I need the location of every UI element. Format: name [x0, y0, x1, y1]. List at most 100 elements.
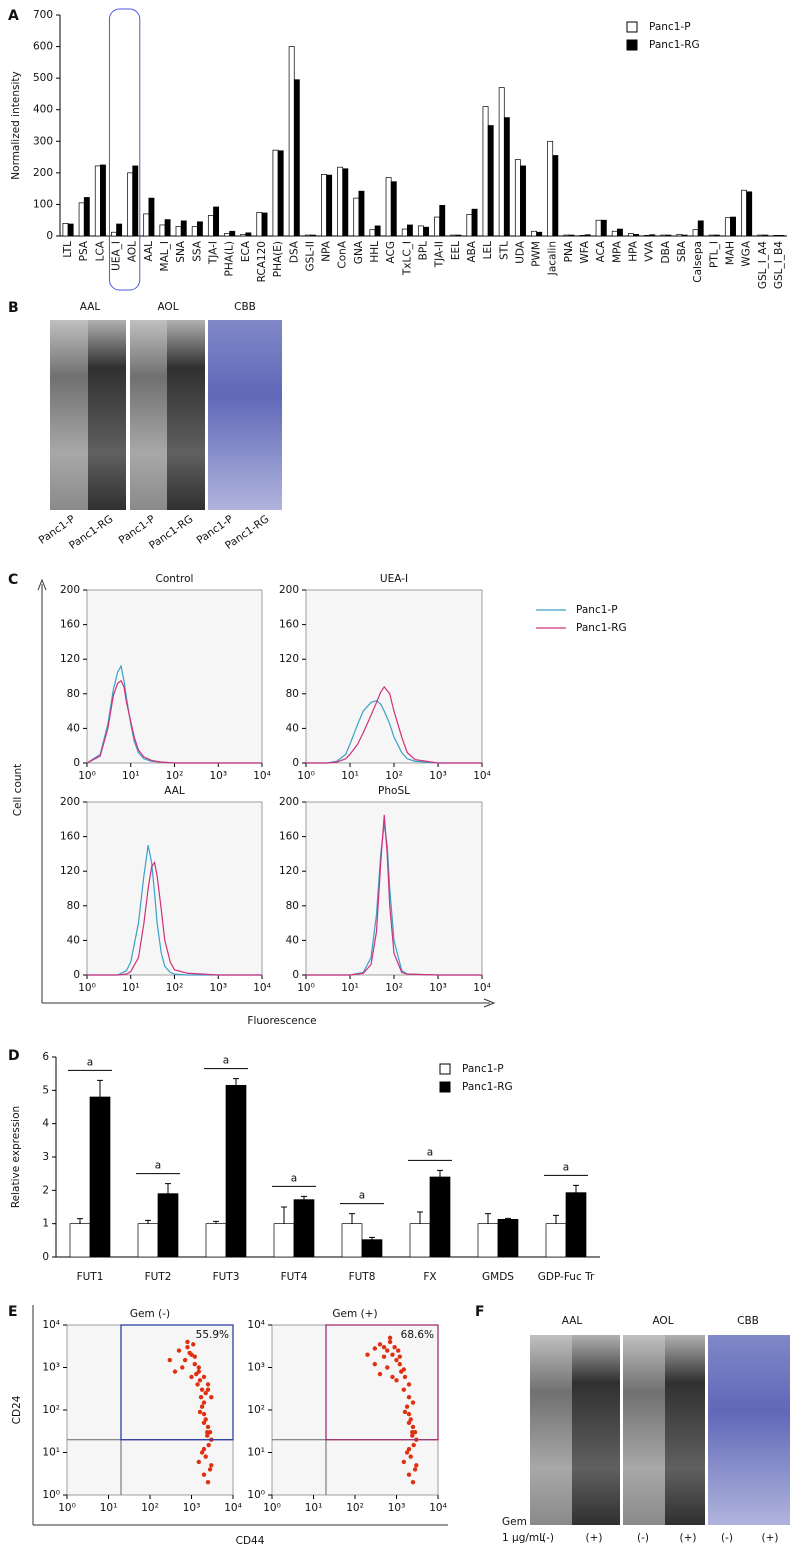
x-tick-label: Jacalin: [547, 241, 559, 276]
panel-label: E: [8, 1304, 18, 1320]
bar: [617, 228, 623, 237]
y-tick-label: 10³: [42, 1362, 60, 1374]
y-tick-label: 600: [33, 41, 53, 53]
x-tick-label: DSA: [288, 240, 300, 263]
error-bar: [573, 1184, 579, 1193]
x-tick-label: LEL: [482, 241, 494, 259]
bar: [390, 181, 397, 237]
y-tick-label: 120: [60, 653, 80, 665]
bar: [89, 1096, 111, 1258]
error-bar: [417, 1211, 423, 1224]
panel-c-axes: Cell count Fluorescence: [12, 578, 496, 1027]
bar: [477, 1223, 499, 1258]
x-tick-label: 10⁰: [78, 982, 96, 994]
x-tick-label: 10⁰: [297, 770, 315, 782]
y-tick-label: 10²: [42, 1404, 60, 1416]
bar: [293, 79, 300, 237]
bar: [579, 235, 586, 237]
significance-label: a: [291, 1172, 297, 1184]
scatter-point: [404, 1450, 410, 1455]
lane-label: (-): [542, 1532, 554, 1544]
blot-lane: [665, 1335, 705, 1525]
x-tick-label: 10¹: [341, 770, 359, 782]
scatter-point: [176, 1348, 182, 1353]
scatter-point: [401, 1387, 407, 1392]
x-tick-label: MPA: [611, 240, 623, 263]
bar: [191, 226, 198, 237]
blot-lane: [623, 1335, 665, 1525]
error-bar: [553, 1214, 559, 1224]
bar: [708, 234, 715, 237]
bar: [536, 231, 543, 237]
stain-label: AAL: [562, 1315, 583, 1327]
bar: [261, 212, 268, 237]
y-tick-label: 40: [286, 722, 299, 734]
x-tick-label: 10¹: [305, 1502, 323, 1514]
y-tick-label: 0: [73, 757, 80, 769]
bar: [681, 234, 688, 237]
scatter-point: [172, 1369, 178, 1374]
x-tick-label: WGA: [741, 240, 753, 267]
bar: [746, 191, 753, 237]
scatter-point: [381, 1354, 387, 1359]
bar: [180, 220, 187, 237]
x-tick-label: 10³: [183, 1502, 201, 1514]
scatter-point: [205, 1480, 211, 1485]
x-tick-label: 10¹: [341, 982, 359, 994]
stain-label: AOL: [157, 301, 178, 313]
y-tick-label: 40: [286, 934, 299, 946]
histogram-line: [306, 700, 482, 764]
dose-label: 1 μg/mL: [502, 1532, 545, 1544]
legend-swatch: [626, 39, 638, 51]
x-tick-label: PSA: [78, 240, 90, 261]
significance-label: a: [563, 1161, 569, 1173]
bar: [660, 234, 667, 237]
lane-label: (-): [721, 1532, 733, 1544]
plot-title: Gem (+): [332, 1308, 377, 1320]
y-tick-label: 10¹: [42, 1447, 60, 1459]
y-tick-label: 80: [286, 900, 299, 912]
bar: [406, 224, 413, 237]
plot-area: [66, 1324, 234, 1496]
scatter-point: [203, 1454, 208, 1459]
significance-label: a: [155, 1160, 161, 1172]
y-tick-label: 0: [42, 1251, 49, 1263]
plot-title: UEA-I: [380, 573, 408, 585]
scatter-point: [412, 1467, 418, 1472]
bar: [83, 197, 90, 237]
bar: [773, 235, 780, 237]
legend-swatch: [439, 1063, 451, 1075]
bar: [503, 117, 510, 237]
legend-swatch: [626, 21, 638, 33]
scatter-point: [207, 1467, 213, 1472]
x-tick-label: 10²: [166, 982, 184, 994]
scatter-point: [404, 1404, 410, 1409]
bar: [358, 190, 365, 237]
plot-title: Gem (-): [130, 1308, 170, 1320]
bar: [205, 1223, 227, 1258]
blot-lane: [88, 320, 126, 510]
bar: [277, 150, 284, 237]
x-tick-label: WFA: [579, 240, 591, 263]
scatter-point: [397, 1361, 402, 1367]
gate-box: [325, 1324, 439, 1441]
significance-label: a: [359, 1190, 365, 1202]
plot-title: AAL: [164, 785, 185, 797]
x-tick-label: GMDS: [482, 1271, 514, 1283]
scatter-point: [182, 1357, 188, 1363]
blot-lane: [208, 320, 282, 510]
bar: [482, 106, 489, 237]
scatter-point: [372, 1346, 378, 1351]
y-tick-label: 0: [73, 969, 80, 981]
bar: [385, 177, 392, 237]
bar: [273, 1223, 295, 1258]
scatter-point: [201, 1446, 207, 1452]
bar: [676, 234, 683, 237]
axis-label: Fluorescence: [247, 1015, 316, 1027]
scatter-point: [406, 1472, 412, 1477]
bar: [369, 229, 376, 237]
stain-label: AAL: [80, 301, 101, 313]
histogram-line: [306, 814, 482, 976]
y-tick-label: 120: [279, 865, 299, 877]
y-tick-label: 5: [42, 1084, 49, 1096]
